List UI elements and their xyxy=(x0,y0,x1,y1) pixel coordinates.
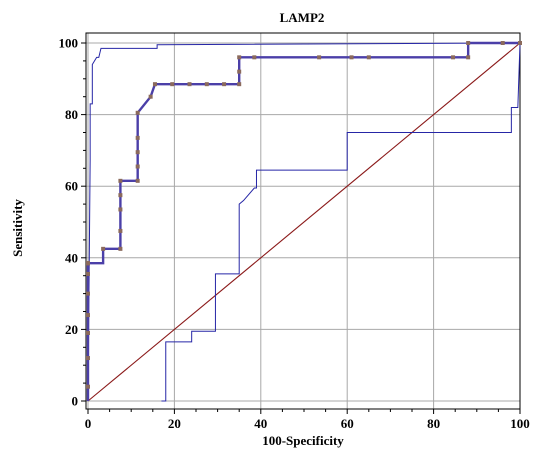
roc-marker xyxy=(118,228,123,233)
roc-marker xyxy=(237,82,242,87)
roc-marker xyxy=(349,55,354,60)
reference-curve xyxy=(87,42,521,402)
x-tick-label-40: 40 xyxy=(254,416,267,431)
y-tick-label-40: 40 xyxy=(65,250,78,265)
grid xyxy=(86,33,521,409)
roc-marker xyxy=(86,291,90,296)
roc-marker xyxy=(317,55,322,60)
roc-marker xyxy=(118,178,123,183)
roc-marker xyxy=(500,41,505,45)
roc-marker xyxy=(135,178,140,183)
roc-marker xyxy=(518,41,522,45)
roc-marker xyxy=(237,69,242,74)
ci-upper-curve xyxy=(87,42,521,402)
ticks: 0 20 40 60 80 100 0 20 40 60 80 100 xyxy=(59,36,530,432)
y-tick-label-0: 0 xyxy=(72,394,79,409)
markers-layer xyxy=(86,41,522,389)
x-tick-label-20: 20 xyxy=(168,416,181,431)
roc-marker xyxy=(187,82,192,87)
roc-marker xyxy=(451,55,456,60)
x-tick-label-0: 0 xyxy=(85,416,92,431)
chart-title: LAMP2 xyxy=(280,10,325,25)
roc-marker xyxy=(86,330,90,335)
roc-marker xyxy=(152,82,157,87)
ci-lower-curve xyxy=(161,42,521,402)
roc-marker xyxy=(101,246,106,251)
roc-marker xyxy=(86,261,90,266)
y-tick-label-100: 100 xyxy=(59,36,79,51)
plot-frame xyxy=(85,32,521,410)
roc-marker xyxy=(466,41,471,45)
roc-marker xyxy=(86,384,90,389)
y-tick-label-20: 20 xyxy=(65,322,78,337)
roc-marker xyxy=(252,55,257,60)
y-axis-title: Sensitivity xyxy=(10,199,25,257)
roc-marker xyxy=(118,207,123,212)
x-tick-label-100: 100 xyxy=(510,416,530,431)
roc-marker xyxy=(204,82,209,87)
x-axis-title: 100-Specificity xyxy=(262,433,344,448)
roc-marker xyxy=(86,356,90,361)
x-tick-label-60: 60 xyxy=(341,416,354,431)
roc-marker xyxy=(148,94,153,99)
roc-marker xyxy=(118,193,123,198)
roc-marker xyxy=(135,164,140,169)
roc-marker xyxy=(135,110,140,115)
roc-marker xyxy=(135,150,140,155)
roc-marker xyxy=(237,55,242,60)
y-tick-label-80: 80 xyxy=(65,107,78,122)
roc-marker xyxy=(170,82,175,87)
roc-marker xyxy=(366,55,371,60)
roc-marker xyxy=(222,82,227,87)
roc-marker xyxy=(86,271,90,276)
roc-marker xyxy=(118,246,123,251)
y-tick-label-60: 60 xyxy=(65,179,78,194)
roc-marker xyxy=(466,55,471,60)
roc-marker xyxy=(86,313,90,318)
series-layer xyxy=(86,41,521,402)
roc-marker xyxy=(135,135,140,140)
x-tick-label-80: 80 xyxy=(427,416,440,431)
